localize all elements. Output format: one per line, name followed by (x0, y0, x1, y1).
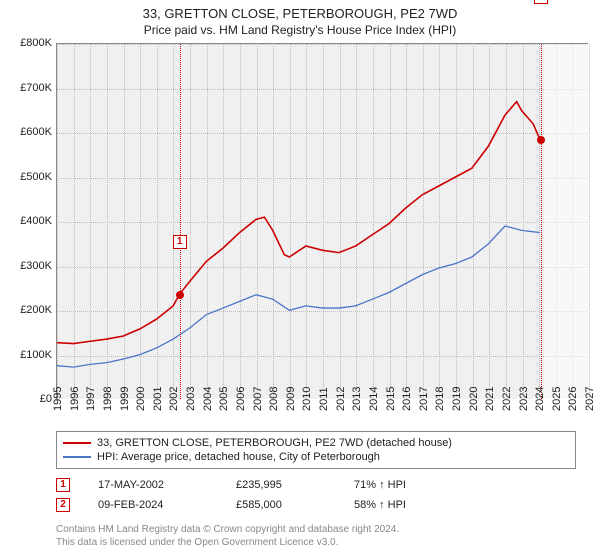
x-tick-label: 2014 (368, 387, 380, 411)
event-delta: 71% ↑ HPI (354, 479, 444, 491)
price-chart: £0£100K£200K£300K£400K£500K£600K£700K£80… (6, 43, 594, 423)
attribution-line: Contains HM Land Registry data © Crown c… (56, 523, 576, 536)
x-tick-label: 2015 (385, 387, 397, 411)
x-tick-label: 2024 (534, 387, 546, 411)
x-tick-label: 2008 (268, 387, 280, 411)
y-tick-label: £500K (6, 171, 52, 183)
x-tick-label: 2003 (185, 387, 197, 411)
x-tick-label: 1997 (85, 387, 97, 411)
marker-vline (180, 44, 181, 399)
x-tick-label: 2021 (484, 387, 496, 411)
x-tick-label: 2026 (567, 387, 579, 411)
page-subtitle: Price paid vs. HM Land Registry's House … (6, 23, 594, 37)
legend-swatch (63, 456, 91, 458)
attribution-line: This data is licensed under the Open Gov… (56, 536, 576, 549)
x-tick-label: 1996 (69, 387, 81, 411)
y-tick-label: £300K (6, 260, 52, 272)
x-tick-label: 1995 (52, 387, 64, 411)
x-tick-label: 2001 (152, 387, 164, 411)
y-tick-label: £100K (6, 349, 52, 361)
marker-box: 1 (173, 235, 187, 249)
event-delta: 58% ↑ HPI (354, 499, 444, 511)
x-tick-label: 2023 (518, 387, 530, 411)
x-tick-label: 2006 (235, 387, 247, 411)
y-tick-label: £0 (6, 393, 52, 405)
y-tick-label: £800K (6, 37, 52, 49)
event-num: 1 (56, 478, 70, 492)
event-num: 2 (56, 498, 70, 512)
y-tick-label: £200K (6, 304, 52, 316)
x-tick-label: 2017 (418, 387, 430, 411)
y-tick-label: £600K (6, 126, 52, 138)
x-tick-label: 2022 (501, 387, 513, 411)
event-row: 1 17-MAY-2002 £235,995 71% ↑ HPI (56, 475, 576, 495)
x-tick-label: 2007 (252, 387, 264, 411)
x-tick-label: 2010 (301, 387, 313, 411)
legend-swatch (63, 442, 91, 444)
x-tick-label: 2020 (468, 387, 480, 411)
legend-label: HPI: Average price, detached house, City… (97, 451, 380, 463)
x-tick-label: 2000 (135, 387, 147, 411)
marker-box: 2 (534, 0, 548, 4)
y-axis: £0£100K£200K£300K£400K£500K£600K£700K£80… (6, 43, 54, 399)
x-tick-label: 2013 (351, 387, 363, 411)
event-table: 1 17-MAY-2002 £235,995 71% ↑ HPI 2 09-FEB-202… (56, 475, 576, 515)
marker-vline (541, 44, 542, 399)
x-tick-label: 2012 (335, 387, 347, 411)
x-tick-label: 2005 (218, 387, 230, 411)
x-tick-label: 2002 (168, 387, 180, 411)
attribution: Contains HM Land Registry data © Crown c… (56, 523, 576, 549)
event-price: £585,000 (236, 499, 326, 511)
x-axis: 1995199619971998199920002001200220032004… (56, 399, 588, 423)
chart-lines (57, 44, 588, 399)
x-tick-label: 2027 (584, 387, 596, 411)
legend-item: HPI: Average price, detached house, City… (63, 450, 569, 464)
x-tick-label: 2004 (202, 387, 214, 411)
x-tick-label: 2025 (551, 387, 563, 411)
legend-label: 33, GRETTON CLOSE, PETERBOROUGH, PE2 7WD… (97, 437, 452, 449)
legend: 33, GRETTON CLOSE, PETERBOROUGH, PE2 7WD… (56, 431, 576, 469)
x-tick-label: 2011 (318, 387, 330, 411)
marker-dot (176, 291, 184, 299)
x-tick-label: 2019 (451, 387, 463, 411)
event-date: 09-FEB-2024 (98, 499, 208, 511)
x-tick-label: 2018 (434, 387, 446, 411)
event-price: £235,995 (236, 479, 326, 491)
x-tick-label: 1999 (119, 387, 131, 411)
series-line (57, 226, 540, 367)
page-title: 33, GRETTON CLOSE, PETERBOROUGH, PE2 7WD (6, 6, 594, 21)
x-tick-label: 2016 (401, 387, 413, 411)
event-date: 17-MAY-2002 (98, 479, 208, 491)
x-tick-label: 1998 (102, 387, 114, 411)
marker-dot (537, 136, 545, 144)
event-row: 2 09-FEB-2024 £585,000 58% ↑ HPI (56, 495, 576, 515)
plot-area: 12 (56, 43, 588, 399)
y-tick-label: £400K (6, 215, 52, 227)
x-tick-label: 2009 (285, 387, 297, 411)
y-tick-label: £700K (6, 82, 52, 94)
legend-item: 33, GRETTON CLOSE, PETERBOROUGH, PE2 7WD… (63, 436, 569, 450)
gridline (589, 44, 590, 399)
